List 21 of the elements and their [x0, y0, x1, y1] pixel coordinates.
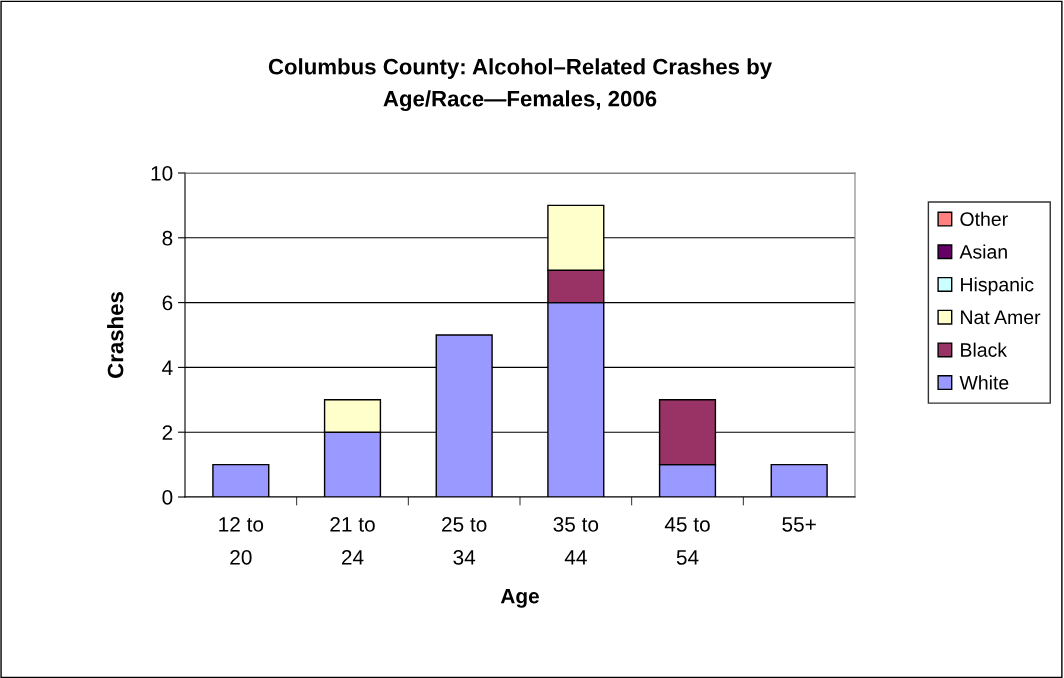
legend-label: Other	[960, 211, 1008, 227]
x-tick-label: 25 to 34	[442, 516, 487, 565]
x-tick-label: 21 to 24	[330, 516, 375, 565]
legend-label: Black	[961, 342, 1008, 357]
x-tick-label: 35 to 44	[553, 516, 599, 565]
y-tick-label: 0	[162, 490, 173, 505]
y-tick-label: 2	[162, 425, 173, 440]
chart-title: Columbus County: Alcohol–Related Crashes by Age/Race—Females, 2006	[268, 58, 772, 112]
y-tick-label: 6	[162, 295, 173, 311]
legend-label: White	[959, 375, 1009, 390]
legend-label: Nat Amer	[961, 310, 1041, 325]
x-tick-label: 55+	[782, 517, 816, 532]
y-tick-label: 10	[151, 166, 173, 181]
y-tick-label: 8	[162, 230, 173, 246]
x-tick-label: 12 to 20	[219, 516, 264, 565]
legend-label: Hispanic	[961, 277, 1034, 296]
y-tick-label: 4	[162, 360, 173, 375]
x-tick-label: 45 to 54	[664, 517, 710, 565]
legend-label: Asian	[959, 244, 1007, 259]
y-axis-title: Crashes	[107, 292, 124, 378]
x-axis-title: Age	[500, 588, 539, 608]
